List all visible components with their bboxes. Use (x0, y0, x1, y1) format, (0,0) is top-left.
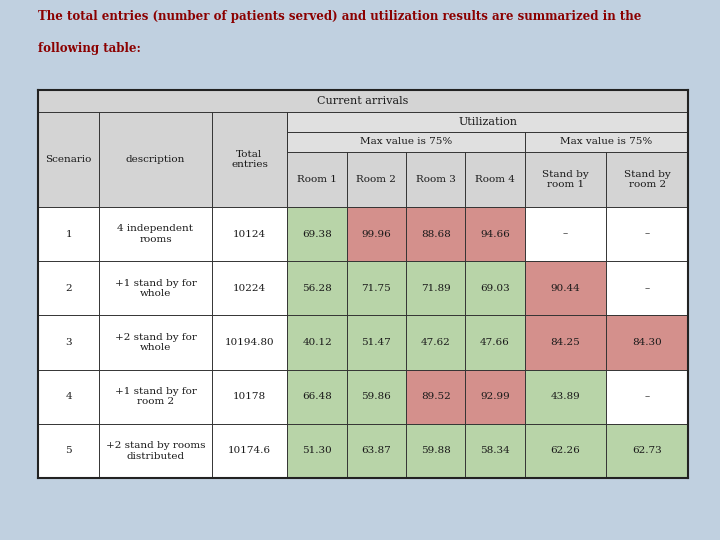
Text: 4 independent
rooms: 4 independent rooms (117, 225, 194, 244)
Text: Total
entries: Total entries (231, 150, 268, 169)
Text: 71.89: 71.89 (420, 284, 451, 293)
Text: 47.62: 47.62 (420, 338, 451, 347)
Text: 62.73: 62.73 (632, 447, 662, 455)
Text: 10174.6: 10174.6 (228, 447, 271, 455)
Text: Room 1: Room 1 (297, 175, 337, 184)
Text: 99.96: 99.96 (361, 230, 391, 239)
Text: 66.48: 66.48 (302, 392, 332, 401)
Text: Room 2: Room 2 (356, 175, 396, 184)
Text: Max value is 75%: Max value is 75% (360, 138, 452, 146)
Text: 59.86: 59.86 (361, 392, 391, 401)
Text: 58.34: 58.34 (480, 447, 510, 455)
Text: 10224: 10224 (233, 284, 266, 293)
Text: 69.38: 69.38 (302, 230, 332, 239)
Text: –: – (644, 392, 649, 401)
Text: 84.30: 84.30 (632, 338, 662, 347)
Text: Scenario: Scenario (45, 155, 92, 164)
Text: Room 3: Room 3 (415, 175, 456, 184)
Text: The total entries (number of patients served) and utilization results are summar: The total entries (number of patients se… (38, 10, 642, 23)
Text: 59.88: 59.88 (420, 447, 451, 455)
Text: +2 stand by for
whole: +2 stand by for whole (114, 333, 197, 352)
Text: 2: 2 (66, 284, 72, 293)
Text: 90.44: 90.44 (551, 284, 580, 293)
Text: –: – (644, 284, 649, 293)
Text: 94.66: 94.66 (480, 230, 510, 239)
Text: following table:: following table: (38, 42, 141, 55)
Text: 88.68: 88.68 (420, 230, 451, 239)
Text: 40.12: 40.12 (302, 338, 332, 347)
Text: +2 stand by rooms
distributed: +2 stand by rooms distributed (106, 441, 205, 461)
Text: 89.52: 89.52 (420, 392, 451, 401)
Text: 47.66: 47.66 (480, 338, 510, 347)
Text: 56.28: 56.28 (302, 284, 332, 293)
Text: Stand by
room 1: Stand by room 1 (542, 170, 589, 189)
Text: +1 stand by for
room 2: +1 stand by for room 2 (114, 387, 197, 407)
Text: 4: 4 (66, 392, 72, 401)
Text: Current arrivals: Current arrivals (318, 96, 409, 106)
Text: 71.75: 71.75 (361, 284, 391, 293)
Text: Utilization: Utilization (458, 117, 517, 127)
Text: 5: 5 (66, 447, 72, 455)
Text: Room 4: Room 4 (475, 175, 515, 184)
Text: 1: 1 (66, 230, 72, 239)
Text: 10124: 10124 (233, 230, 266, 239)
Text: 62.26: 62.26 (551, 447, 580, 455)
Text: 92.99: 92.99 (480, 392, 510, 401)
Text: –: – (563, 230, 568, 239)
Text: 10194.80: 10194.80 (225, 338, 274, 347)
Text: 3: 3 (66, 338, 72, 347)
Text: description: description (126, 155, 185, 164)
Text: 51.47: 51.47 (361, 338, 391, 347)
Text: Max value is 75%: Max value is 75% (560, 138, 652, 146)
Text: 51.30: 51.30 (302, 447, 332, 455)
Text: 43.89: 43.89 (551, 392, 580, 401)
Text: 63.87: 63.87 (361, 447, 391, 455)
Text: Stand by
room 2: Stand by room 2 (624, 170, 670, 189)
Text: –: – (644, 230, 649, 239)
Text: 10178: 10178 (233, 392, 266, 401)
Text: 84.25: 84.25 (551, 338, 580, 347)
Text: +1 stand by for
whole: +1 stand by for whole (114, 279, 197, 298)
Text: 69.03: 69.03 (480, 284, 510, 293)
